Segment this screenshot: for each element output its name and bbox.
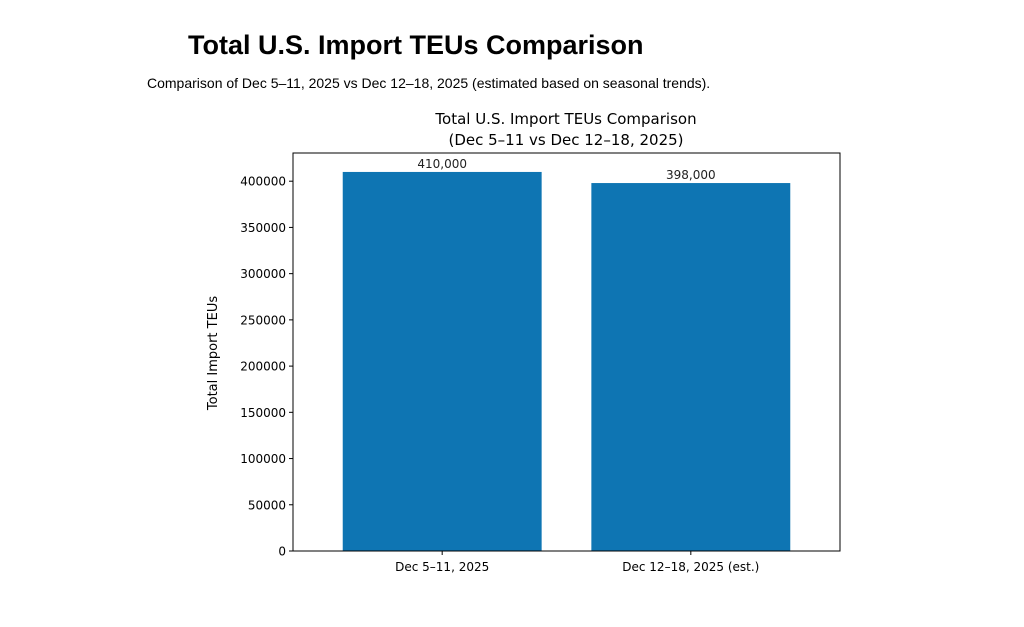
y-tick-label-3: 150000 — [240, 406, 286, 420]
page-title: Total U.S. Import TEUs Comparison — [188, 30, 644, 60]
y-tick-label-0: 0 — [278, 545, 286, 559]
chart-title-line-1: Total U.S. Import TEUs Comparison — [434, 110, 696, 128]
bar-1 — [591, 183, 791, 552]
bars-layer: 410,000 398,000 — [342, 157, 791, 552]
bar-data-label-0: 410,000 — [417, 157, 467, 171]
x-axis: Dec 5–11, 2025 Dec 12–18, 2025 (est.) — [395, 551, 759, 574]
chart-title-line-2: (Dec 5–11 vs Dec 12–18, 2025) — [448, 131, 683, 149]
y-tick-label-1: 50000 — [248, 498, 286, 512]
y-tick-label-5: 250000 — [240, 313, 286, 327]
y-tick-label-2: 100000 — [240, 452, 286, 466]
y-tick-label-8: 400000 — [240, 175, 286, 189]
x-tick-label-1: Dec 12–18, 2025 (est.) — [622, 560, 759, 574]
y-axis: 0 50000 100000 150000 200000 250000 300000 3500… — [240, 175, 293, 559]
y-tick-label-4: 200000 — [240, 360, 286, 374]
y-tick-label-6: 300000 — [240, 267, 286, 281]
x-tick-label-0: Dec 5–11, 2025 — [395, 560, 489, 574]
page-subtitle: Comparison of Dec 5–11, 2025 vs Dec 12–1… — [147, 75, 711, 91]
y-tick-label-7: 350000 — [240, 221, 286, 235]
bar-data-label-1: 398,000 — [666, 168, 716, 182]
bar-0 — [342, 171, 542, 551]
plot-frame — [292, 152, 841, 552]
y-axis-label: Total Import TEUs — [206, 296, 221, 411]
